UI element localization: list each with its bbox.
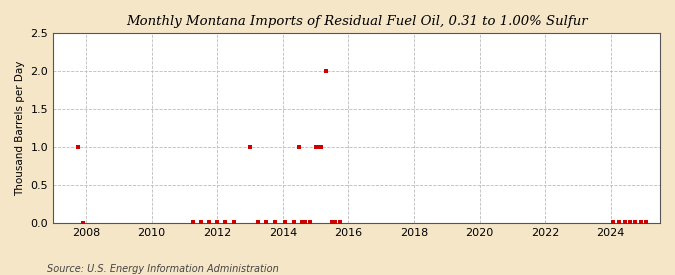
Point bbox=[212, 219, 223, 224]
Point bbox=[78, 221, 88, 225]
Point bbox=[280, 219, 291, 224]
Point bbox=[630, 219, 641, 224]
Point bbox=[204, 219, 215, 224]
Point bbox=[296, 219, 307, 224]
Point bbox=[614, 219, 624, 224]
Point bbox=[636, 219, 647, 224]
Point bbox=[299, 219, 310, 224]
Y-axis label: Thousand Barrels per Day: Thousand Barrels per Day bbox=[15, 60, 25, 196]
Point bbox=[228, 219, 239, 224]
Point bbox=[220, 219, 231, 224]
Point bbox=[195, 219, 206, 224]
Point bbox=[72, 145, 83, 149]
Point bbox=[327, 219, 338, 224]
Point bbox=[321, 69, 332, 73]
Point bbox=[624, 219, 635, 224]
Point bbox=[608, 219, 619, 224]
Point bbox=[329, 219, 340, 224]
Point bbox=[261, 219, 272, 224]
Point bbox=[252, 219, 263, 224]
Point bbox=[304, 219, 315, 224]
Point bbox=[313, 145, 323, 149]
Point bbox=[294, 145, 304, 149]
Point bbox=[619, 219, 630, 224]
Title: Monthly Montana Imports of Residual Fuel Oil, 0.31 to 1.00% Sulfur: Monthly Montana Imports of Residual Fuel… bbox=[126, 15, 587, 28]
Point bbox=[641, 219, 651, 224]
Point bbox=[310, 145, 321, 149]
Point bbox=[187, 219, 198, 224]
Point bbox=[288, 219, 299, 224]
Text: Source: U.S. Energy Information Administration: Source: U.S. Energy Information Administ… bbox=[47, 264, 279, 274]
Point bbox=[269, 219, 280, 224]
Point bbox=[316, 145, 327, 149]
Point bbox=[244, 145, 255, 149]
Point bbox=[335, 219, 346, 224]
